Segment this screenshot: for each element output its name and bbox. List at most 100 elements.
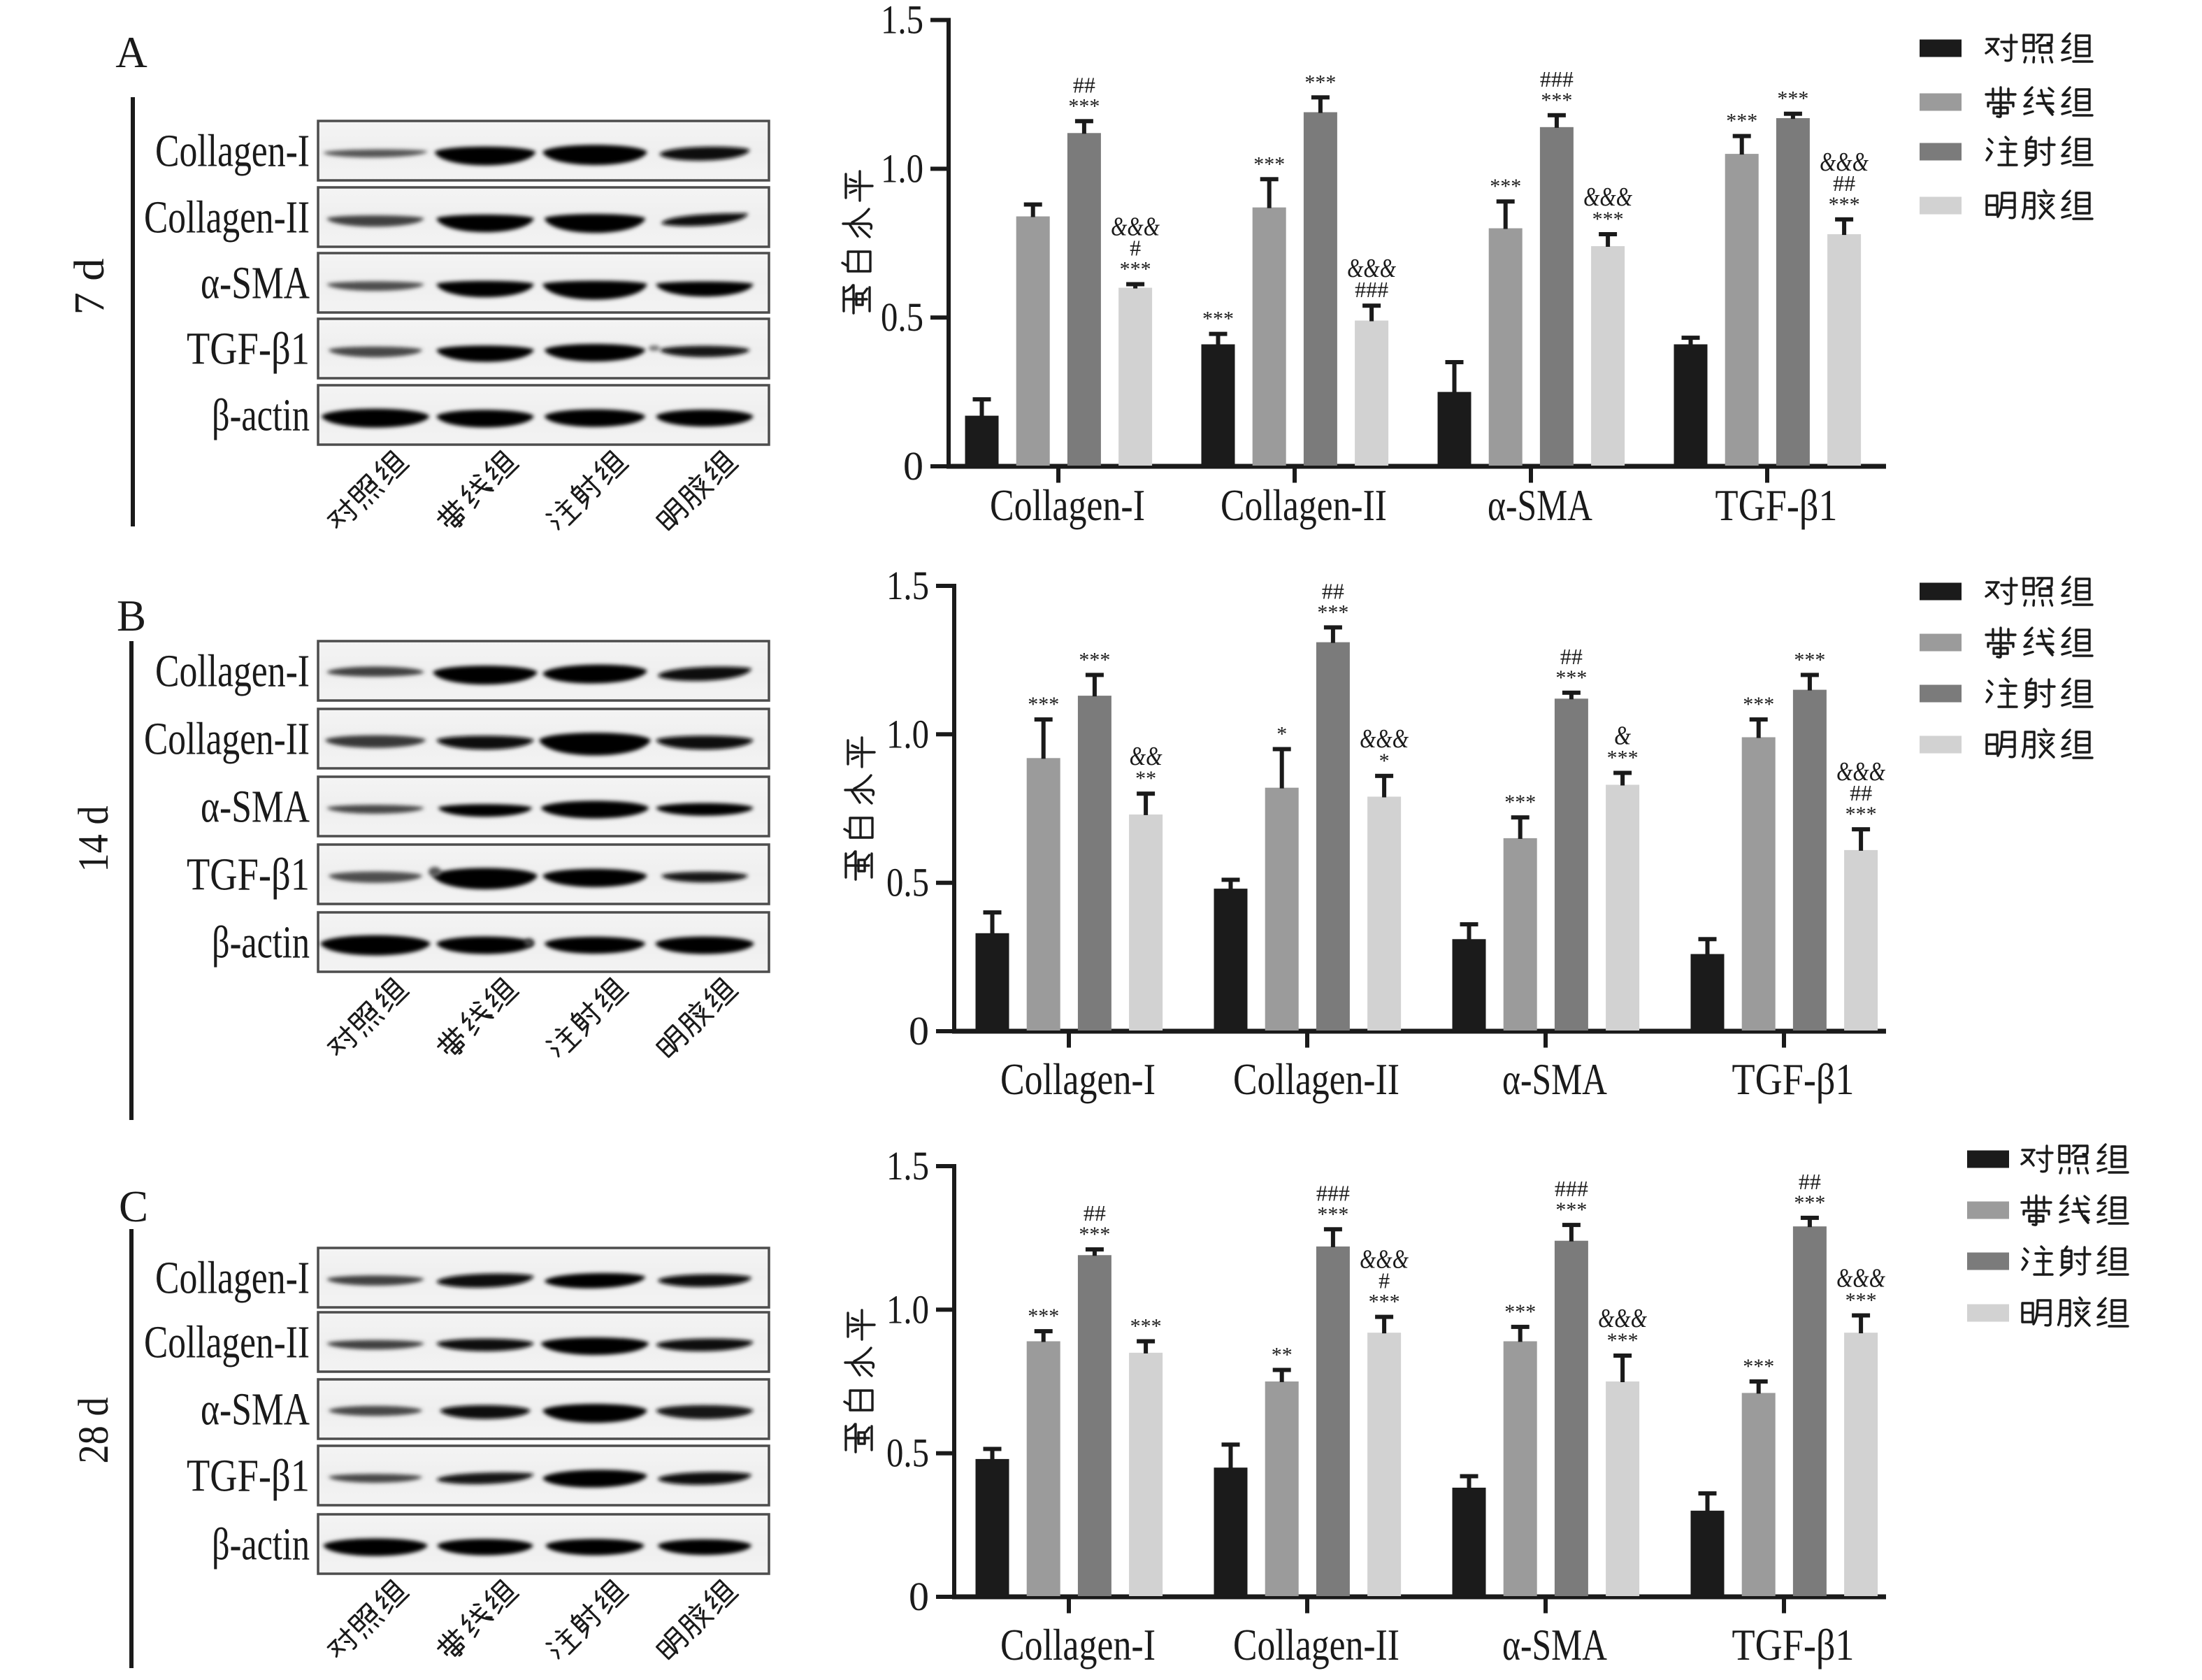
- svg-text:***: ***: [1120, 258, 1151, 281]
- svg-text:α-SMA: α-SMA: [201, 258, 310, 309]
- svg-text:##: ##: [1833, 171, 1855, 196]
- svg-text:Collagen-I: Collagen-I: [155, 1253, 310, 1304]
- svg-text:&&&: &&&: [1583, 182, 1632, 212]
- svg-text:***: ***: [1317, 1202, 1348, 1226]
- svg-text:Collagen-II: Collagen-II: [1221, 480, 1387, 530]
- svg-text:###: ###: [1316, 1180, 1350, 1205]
- svg-text:1.5: 1.5: [886, 563, 929, 608]
- svg-text:0.5: 0.5: [886, 1430, 929, 1476]
- svg-text:***: ***: [1743, 1355, 1774, 1378]
- svg-text:***: ***: [1369, 1291, 1400, 1314]
- svg-text:Collagen-II: Collagen-II: [1233, 1054, 1399, 1104]
- svg-text:A: A: [115, 28, 147, 77]
- svg-text:***: ***: [1607, 747, 1639, 770]
- svg-text:7 d: 7 d: [66, 259, 113, 315]
- svg-text:***: ***: [1253, 152, 1285, 175]
- svg-text:0: 0: [909, 1008, 929, 1054]
- svg-text:β-actin: β-actin: [212, 917, 310, 968]
- svg-text:***: ***: [1726, 110, 1757, 133]
- svg-text:Collagen-II: Collagen-II: [1233, 1620, 1399, 1670]
- svg-text:***: ***: [1541, 89, 1572, 112]
- svg-text:&&&: &&&: [1820, 148, 1869, 177]
- svg-text:Collagen-I: Collagen-I: [155, 126, 310, 177]
- svg-text:TGF-β1: TGF-β1: [187, 1451, 310, 1502]
- svg-text:&&: &&: [1130, 742, 1163, 771]
- svg-text:Collagen-I: Collagen-I: [1000, 1054, 1156, 1104]
- svg-text:&&&: &&&: [1836, 1264, 1885, 1293]
- svg-text:Collagen-I: Collagen-I: [155, 646, 310, 697]
- svg-text:***: ***: [1743, 693, 1774, 716]
- svg-text:##: ##: [1850, 780, 1872, 805]
- svg-text:##: ##: [1073, 72, 1095, 97]
- svg-text:0: 0: [903, 443, 923, 489]
- svg-text:###: ###: [1355, 277, 1388, 302]
- svg-text:TGF-β1: TGF-β1: [1732, 1054, 1855, 1104]
- svg-text:***: ***: [1829, 193, 1860, 216]
- svg-text:##: ##: [1322, 578, 1344, 603]
- svg-text:1.5: 1.5: [886, 1143, 929, 1189]
- svg-text:1.0: 1.0: [881, 145, 923, 191]
- svg-text:α-SMA: α-SMA: [201, 1384, 310, 1435]
- svg-text:0.5: 0.5: [886, 860, 929, 905]
- svg-text:***: ***: [1202, 308, 1234, 331]
- svg-text:***: ***: [1504, 791, 1536, 814]
- svg-text:Collagen-I: Collagen-I: [1000, 1620, 1156, 1670]
- svg-text:Collagen-II: Collagen-II: [144, 1317, 310, 1368]
- svg-text:###: ###: [1540, 66, 1574, 92]
- svg-text:***: ***: [1490, 175, 1521, 198]
- svg-text:14 d: 14 d: [71, 806, 117, 873]
- svg-text:***: ***: [1130, 1315, 1162, 1338]
- svg-text:C: C: [119, 1182, 148, 1231]
- svg-text:***: ***: [1607, 1329, 1639, 1352]
- svg-text:***: ***: [1777, 87, 1808, 110]
- svg-text:***: ***: [1079, 648, 1110, 671]
- svg-text:&&&: &&&: [1347, 254, 1396, 283]
- svg-text:***: ***: [1555, 666, 1587, 689]
- svg-text:0: 0: [909, 1574, 929, 1619]
- svg-text:#: #: [1130, 236, 1141, 261]
- svg-text:&&&: &&&: [1598, 1304, 1647, 1333]
- svg-text:α-SMA: α-SMA: [1502, 1620, 1607, 1670]
- svg-text:***: ***: [1555, 1198, 1587, 1221]
- svg-text:&&&: &&&: [1360, 1245, 1409, 1275]
- svg-text:α-SMA: α-SMA: [1488, 480, 1592, 530]
- svg-text:Collagen-II: Collagen-II: [144, 192, 310, 243]
- svg-text:β-actin: β-actin: [212, 1519, 310, 1570]
- svg-text:TGF-β1: TGF-β1: [1732, 1620, 1855, 1670]
- svg-text:***: ***: [1794, 1191, 1825, 1214]
- svg-text:1.5: 1.5: [881, 0, 923, 43]
- svg-text:β-actin: β-actin: [212, 390, 310, 441]
- svg-text:***: ***: [1028, 1305, 1059, 1328]
- svg-text:***: ***: [1794, 648, 1825, 671]
- svg-text:TGF-β1: TGF-β1: [187, 324, 310, 375]
- svg-text:&&&: &&&: [1360, 724, 1409, 754]
- svg-text:***: ***: [1028, 693, 1059, 716]
- svg-text:***: ***: [1845, 1289, 1877, 1312]
- svg-text:B: B: [117, 591, 146, 640]
- svg-text:Collagen-II: Collagen-II: [144, 714, 310, 765]
- svg-text:##: ##: [1084, 1200, 1106, 1226]
- svg-text:***: ***: [1079, 1223, 1110, 1246]
- svg-text:***: ***: [1317, 601, 1348, 624]
- svg-text:**: **: [1272, 1344, 1293, 1367]
- svg-text:***: ***: [1592, 208, 1624, 231]
- svg-text:***: ***: [1068, 94, 1100, 117]
- svg-text:TGF-β1: TGF-β1: [187, 849, 310, 900]
- svg-text:***: ***: [1845, 803, 1877, 826]
- svg-text:1.0: 1.0: [886, 711, 929, 756]
- svg-text:#: #: [1379, 1268, 1390, 1293]
- svg-text:***: ***: [1304, 71, 1336, 94]
- svg-text:&: &: [1614, 721, 1631, 751]
- svg-text:28 d: 28 d: [71, 1398, 117, 1464]
- svg-text:***: ***: [1504, 1300, 1536, 1323]
- svg-text:1.0: 1.0: [886, 1286, 929, 1332]
- svg-text:**: **: [1135, 767, 1156, 790]
- svg-text:0.5: 0.5: [881, 294, 923, 340]
- svg-text:α-SMA: α-SMA: [1502, 1054, 1607, 1104]
- svg-text:TGF-β1: TGF-β1: [1715, 480, 1838, 530]
- svg-text:##: ##: [1560, 644, 1583, 669]
- svg-text:α-SMA: α-SMA: [201, 782, 310, 833]
- svg-text:Collagen-I: Collagen-I: [990, 480, 1145, 530]
- svg-text:###: ###: [1555, 1176, 1588, 1201]
- svg-text:##: ##: [1799, 1169, 1821, 1194]
